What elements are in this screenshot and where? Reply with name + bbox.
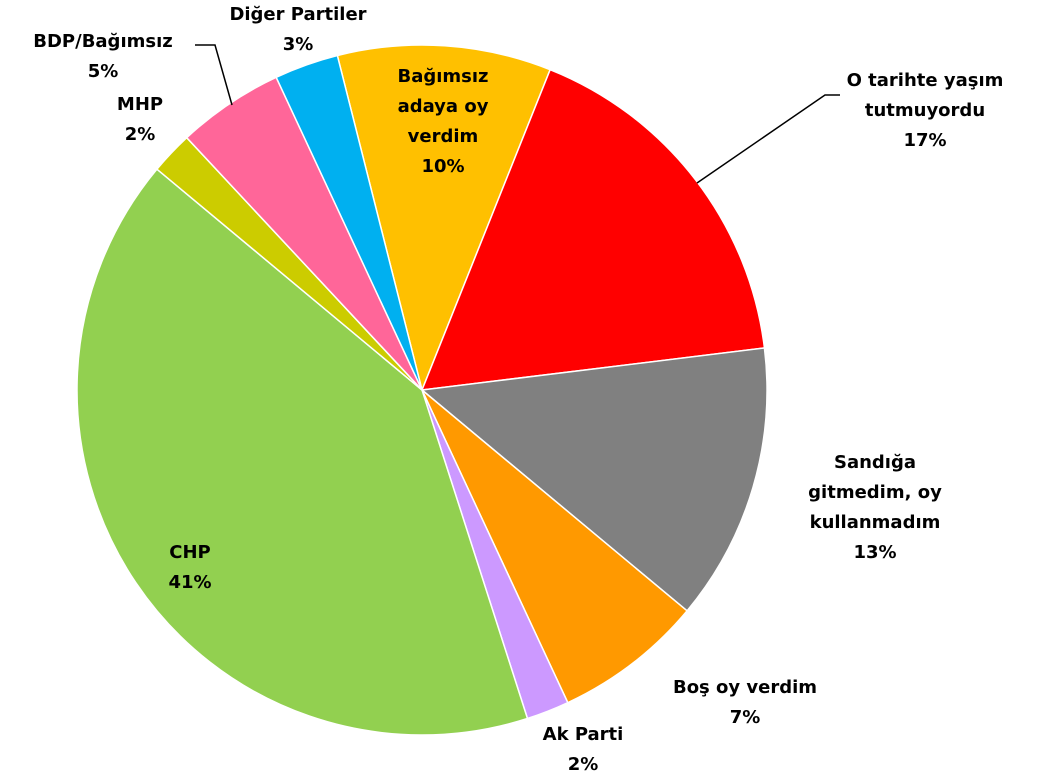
pie-slice: [421, 389, 689, 704]
value-label: 17%: [903, 130, 947, 151]
category-label: MHP: [116, 94, 164, 115]
category-label: O tarihte yaşım tutmuyordu: [846, 70, 1004, 121]
category-label: Diğer Partiler: [229, 4, 367, 25]
slice-label: MHP 2%: [100, 90, 180, 150]
slice-label: BDP/Bağımsız 5%: [3, 27, 203, 87]
leader-line: [696, 94, 840, 184]
category-label: BDP/Bağımsız: [33, 31, 173, 52]
pie-slice: [420, 347, 768, 612]
category-label: Boş oy verdim: [672, 677, 818, 698]
leader-line: [195, 44, 233, 106]
category-label: Sandığa gitmedim, oy kullanmadım: [808, 452, 942, 533]
value-label: 2%: [567, 754, 599, 775]
slice-label: Sandığa gitmedim, oy kullanmadım 13%: [785, 448, 965, 568]
slice-label: Bağımsız adaya oy verdim 10%: [378, 62, 508, 182]
slice-label: O tarihte yaşım tutmuyordu 17%: [830, 66, 1020, 156]
category-label: Bağımsız adaya oy verdim: [397, 66, 489, 147]
pie-slice: [336, 44, 552, 393]
value-label: 13%: [853, 542, 897, 563]
pie-slice: [275, 54, 423, 391]
slice-label: CHP 41%: [140, 538, 240, 598]
value-label: 41%: [168, 572, 212, 593]
slice-label: Ak Parti 2%: [523, 720, 643, 779]
value-label: 2%: [124, 124, 156, 145]
pie-slice: [76, 168, 529, 736]
value-label: 7%: [729, 707, 761, 728]
category-label: CHP: [169, 542, 211, 563]
category-label: Ak Parti: [542, 724, 624, 745]
slice-label: Diğer Partiler 3%: [198, 0, 398, 60]
slice-label: Boş oy verdim 7%: [645, 673, 845, 733]
pie-slice: [420, 68, 766, 391]
value-label: 10%: [421, 156, 465, 177]
value-label: 3%: [282, 34, 314, 55]
value-label: 5%: [87, 61, 119, 82]
